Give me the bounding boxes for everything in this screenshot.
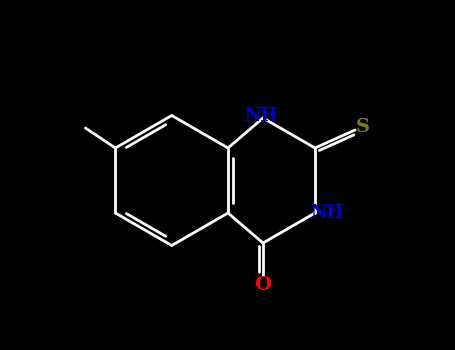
Text: O: O	[254, 276, 272, 294]
Text: S: S	[356, 118, 370, 136]
Text: NH: NH	[244, 107, 278, 125]
Text: NH: NH	[310, 204, 344, 222]
